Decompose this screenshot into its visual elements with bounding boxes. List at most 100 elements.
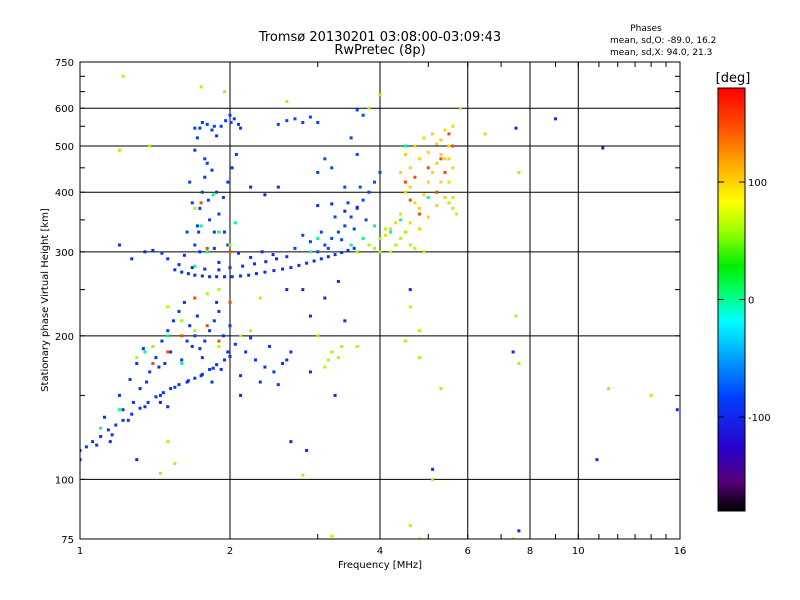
data-point (323, 157, 327, 161)
data-point (217, 260, 221, 264)
data-point (146, 400, 150, 404)
data-point (200, 274, 204, 278)
data-point (607, 387, 611, 391)
data-point (267, 344, 271, 348)
data-point (514, 126, 518, 130)
data-point (394, 243, 398, 247)
data-point (200, 356, 204, 360)
data-point (355, 250, 359, 254)
data-point (408, 288, 412, 292)
data-point (451, 166, 455, 170)
data-point (483, 132, 487, 136)
data-point (343, 319, 347, 323)
data-point (417, 227, 421, 231)
data-point (166, 329, 170, 333)
data-point (195, 314, 199, 318)
data-point (373, 224, 377, 228)
data-point (271, 253, 275, 257)
data-point (378, 236, 382, 240)
data-point (272, 269, 276, 273)
data-point (182, 300, 186, 304)
data-point (289, 266, 293, 270)
y-axis-ticks: 75 100 200 300 400 500 600 750 (55, 58, 680, 546)
data-point (193, 206, 197, 210)
data-point (511, 350, 515, 354)
data-point (319, 257, 323, 261)
data-point (158, 471, 162, 475)
data-point (426, 215, 430, 219)
data-point (301, 288, 305, 292)
data-point (131, 400, 135, 404)
data-point (316, 250, 320, 254)
data-point (285, 119, 289, 123)
data-point (316, 334, 320, 338)
data-point (173, 268, 177, 272)
data-point (121, 74, 125, 78)
data-point (177, 263, 181, 267)
x-tick-label: 6 (465, 546, 471, 557)
y-tick-label: 300 (55, 248, 74, 259)
data-point (408, 221, 412, 225)
data-point (595, 458, 599, 462)
data-point (226, 350, 230, 354)
data-point (198, 126, 202, 130)
data-point (117, 393, 121, 397)
data-point (154, 395, 158, 399)
x-axis-label: Frequency [MHz] (338, 560, 422, 571)
data-point (408, 185, 412, 189)
colorbar-tick-label: 100 (748, 178, 767, 189)
data-point (91, 440, 95, 444)
data-point (260, 250, 264, 254)
data-point (219, 367, 223, 371)
data-point (253, 262, 257, 266)
data-point (239, 374, 243, 378)
data-point (330, 534, 334, 538)
data-point (205, 122, 209, 126)
data-point (264, 260, 268, 264)
data-point (180, 319, 184, 323)
data-point (217, 339, 221, 343)
data-point (355, 205, 359, 209)
data-point (205, 324, 209, 328)
data-point (276, 185, 280, 189)
data-point (193, 264, 197, 268)
data-point (80, 448, 82, 452)
data-point (408, 198, 412, 202)
data-point (439, 152, 443, 156)
stats-line-x: mean, sd,X: 94.0, 21.3 (610, 48, 712, 58)
data-point (185, 339, 189, 343)
data-point (190, 344, 194, 348)
data-point (330, 236, 334, 240)
data-point (276, 122, 280, 126)
data-point (553, 117, 557, 121)
data-point (263, 193, 267, 197)
data-point (336, 230, 340, 234)
data-point (349, 136, 353, 140)
data-point (408, 305, 412, 309)
data-point (195, 136, 199, 140)
data-point (249, 336, 253, 340)
data-point (403, 180, 407, 184)
data-point (326, 246, 330, 250)
data-point (323, 296, 327, 300)
data-point (244, 350, 248, 354)
data-point (352, 227, 356, 231)
data-point (301, 121, 305, 125)
data-point (403, 230, 407, 234)
data-point (426, 195, 430, 199)
data-point (166, 350, 170, 354)
data-point (223, 230, 227, 234)
data-point (275, 257, 279, 261)
data-point (186, 379, 190, 383)
data-point (106, 428, 110, 432)
data-point (199, 85, 203, 89)
data-point (285, 99, 289, 103)
data-point (399, 236, 403, 240)
data-point (389, 250, 393, 254)
data-point (383, 233, 387, 237)
data-point (233, 221, 237, 225)
data-point (319, 230, 323, 234)
data-point (161, 391, 165, 395)
data-point (205, 250, 209, 254)
data-point (330, 166, 334, 170)
